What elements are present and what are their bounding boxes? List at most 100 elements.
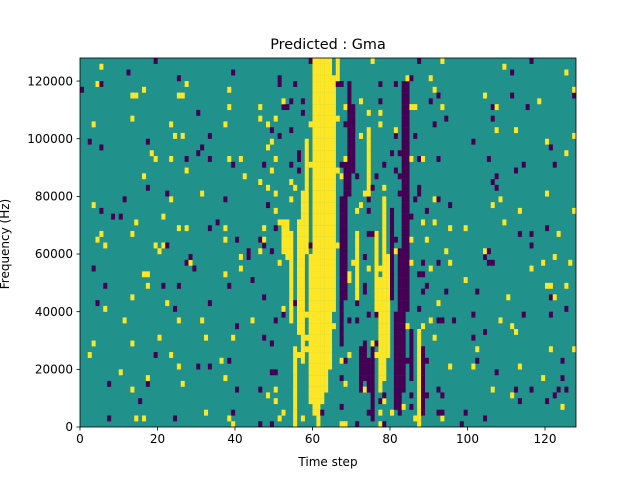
heatmap-cell bbox=[328, 236, 333, 243]
y-axis-label: Frequency (Hz) bbox=[0, 199, 12, 290]
heatmap-cell bbox=[316, 115, 321, 122]
heatmap-cell bbox=[130, 115, 135, 122]
heatmap-cell bbox=[312, 225, 317, 232]
heatmap-cell bbox=[111, 213, 116, 220]
heatmap-cell bbox=[107, 415, 112, 422]
heatmap-cell bbox=[545, 138, 550, 145]
heatmap-cell bbox=[405, 121, 410, 128]
heatmap-cell bbox=[510, 392, 515, 399]
heatmap-cell bbox=[382, 236, 387, 243]
heatmap-cell bbox=[331, 254, 336, 260]
heatmap-cell bbox=[312, 115, 317, 122]
heatmap-cell bbox=[308, 346, 313, 353]
heatmap-cell bbox=[285, 254, 290, 260]
heatmap-cell bbox=[308, 369, 313, 376]
y-tick-label: 120000 bbox=[27, 74, 73, 88]
heatmap-cell bbox=[312, 294, 317, 301]
heatmap-cell bbox=[312, 380, 317, 387]
heatmap-cell bbox=[390, 277, 395, 284]
x-tick-label: 60 bbox=[305, 432, 320, 446]
heatmap-cell bbox=[390, 259, 395, 266]
heatmap-cell bbox=[397, 294, 402, 301]
heatmap-cell bbox=[393, 392, 398, 399]
heatmap-cell bbox=[382, 207, 387, 214]
heatmap-cell bbox=[320, 277, 325, 284]
heatmap-cell bbox=[362, 346, 367, 353]
heatmap-cell bbox=[300, 328, 305, 335]
heatmap-cell bbox=[370, 346, 375, 353]
heatmap-cell bbox=[374, 271, 379, 278]
heatmap-cell bbox=[328, 121, 333, 128]
heatmap-cell bbox=[200, 317, 205, 324]
heatmap-cell bbox=[328, 173, 333, 180]
heatmap-cell bbox=[390, 294, 395, 301]
heatmap-cell bbox=[486, 259, 491, 266]
heatmap-cell bbox=[382, 196, 387, 203]
heatmap-cell bbox=[483, 328, 488, 335]
heatmap-cell bbox=[339, 225, 344, 232]
heatmap-cell bbox=[80, 86, 85, 93]
heatmap-cell bbox=[196, 109, 201, 116]
heatmap-cell bbox=[401, 202, 406, 209]
heatmap-cell bbox=[324, 375, 329, 382]
heatmap-cell bbox=[320, 334, 325, 341]
heatmap-cell bbox=[297, 305, 302, 312]
heatmap-cell bbox=[331, 115, 336, 122]
heatmap-cell bbox=[324, 207, 329, 214]
heatmap-cell bbox=[405, 288, 410, 295]
heatmap-cell bbox=[320, 282, 325, 289]
heatmap-cell bbox=[308, 352, 313, 358]
heatmap-cell bbox=[417, 398, 422, 405]
heatmap-cell bbox=[297, 156, 302, 162]
heatmap-cell bbox=[297, 248, 302, 255]
heatmap-cell bbox=[312, 369, 317, 376]
heatmap-cell bbox=[320, 242, 325, 249]
heatmap-cell bbox=[339, 317, 344, 324]
heatmap-cell bbox=[297, 323, 302, 330]
heatmap-cell bbox=[409, 213, 414, 220]
heatmap-cell bbox=[545, 225, 550, 232]
heatmap-cell bbox=[366, 144, 371, 151]
heatmap-cell bbox=[324, 311, 329, 318]
heatmap-cell bbox=[324, 109, 329, 116]
heatmap-cell bbox=[165, 300, 170, 307]
heatmap-cell bbox=[324, 167, 329, 174]
heatmap-cell bbox=[320, 98, 325, 105]
x-tick-label: 0 bbox=[76, 432, 84, 446]
heatmap-cell bbox=[362, 386, 367, 393]
heatmap-cell bbox=[320, 167, 325, 174]
heatmap-cell bbox=[250, 317, 255, 324]
heatmap-cell bbox=[312, 86, 317, 93]
heatmap-cell bbox=[308, 340, 313, 347]
heatmap-cell bbox=[262, 294, 267, 301]
heatmap-cell bbox=[401, 328, 406, 335]
heatmap-cell bbox=[378, 311, 383, 318]
heatmap-cell bbox=[331, 294, 336, 301]
heatmap-cell bbox=[312, 254, 317, 260]
heatmap-cell bbox=[297, 317, 302, 324]
heatmap-cell bbox=[397, 340, 402, 347]
heatmap-cell bbox=[514, 167, 519, 174]
heatmap-cell bbox=[328, 202, 333, 209]
heatmap-cell bbox=[490, 386, 495, 393]
heatmap-cell bbox=[289, 248, 294, 255]
heatmap-cell bbox=[421, 156, 426, 162]
heatmap-cell bbox=[324, 156, 329, 162]
heatmap-cell bbox=[91, 340, 96, 347]
heatmap-cell bbox=[328, 179, 333, 185]
heatmap-cell bbox=[269, 421, 274, 428]
heatmap-cell bbox=[331, 305, 336, 312]
heatmap-cell bbox=[424, 357, 429, 364]
heatmap-cell bbox=[401, 92, 406, 99]
heatmap-cell bbox=[401, 357, 406, 364]
heatmap-cell bbox=[293, 403, 298, 410]
heatmap-cell bbox=[200, 190, 205, 197]
heatmap-cell bbox=[99, 81, 104, 87]
heatmap-cell bbox=[370, 403, 375, 410]
heatmap-cell bbox=[386, 317, 391, 324]
heatmap-cell bbox=[316, 357, 321, 364]
heatmap-cell bbox=[300, 340, 305, 347]
heatmap-cell bbox=[328, 357, 333, 364]
heatmap-cell bbox=[572, 207, 577, 214]
heatmap-cell bbox=[316, 259, 321, 266]
